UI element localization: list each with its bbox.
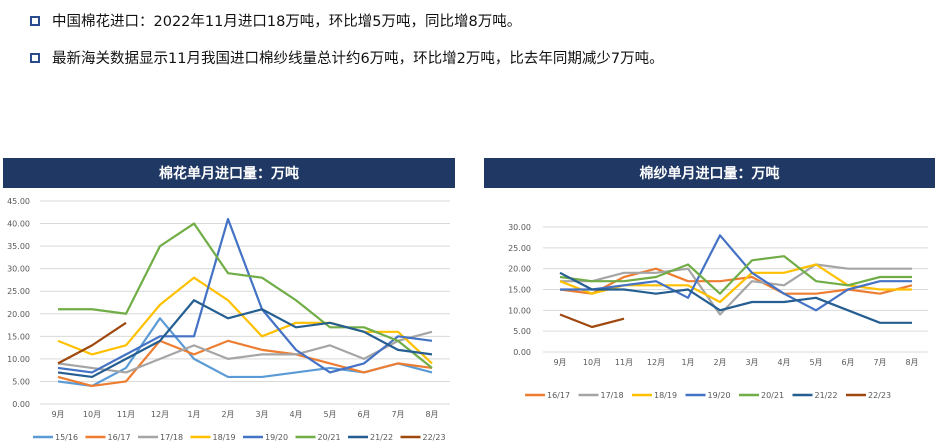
x-tick-label: 3月 <box>255 410 268 419</box>
y-tick-label: 0.00 <box>513 348 531 357</box>
series-line-18-19 <box>57 276 433 365</box>
legend-label: 17/18 <box>601 391 624 400</box>
y-tick-label: 25.00 <box>7 287 30 296</box>
bullet-yarn-import: 最新海关数据显示11月我国进口棉纱线量总计约6万吨，环比增2万吨，比去年同期减少… <box>30 47 664 68</box>
series-line-15-16 <box>57 317 433 388</box>
series-line-16-17 <box>559 267 913 295</box>
x-tick-label: 7月 <box>391 410 404 419</box>
x-tick-label: 3月 <box>745 358 758 367</box>
y-tick-label: 45.00 <box>7 197 30 206</box>
legend-label: 17/18 <box>160 433 183 442</box>
x-tick-label: 4月 <box>289 410 302 419</box>
y-tick-label: 5.00 <box>12 377 30 386</box>
x-tick-label: 10月 <box>583 358 601 367</box>
series-line-20-21 <box>58 222 433 369</box>
bullet-cotton-import: 中国棉花进口：2022年11月进口18万吨，环比增5万吨，同比增8万吨。 <box>30 10 521 31</box>
bullet-text: 中国棉花进口：2022年11月进口18万吨，环比增5万吨，同比增8万吨。 <box>52 14 522 30</box>
x-tick-label: 9月 <box>553 358 566 367</box>
x-tick-label: 8月 <box>905 358 918 367</box>
x-tick-label: 6月 <box>357 410 370 419</box>
x-tick-label: 5月 <box>809 358 822 367</box>
y-tick-label: 30.00 <box>508 223 531 232</box>
y-tick-label: 15.00 <box>508 286 531 295</box>
y-tick-label: 10.00 <box>7 355 30 364</box>
legend-label: 18/19 <box>213 433 236 442</box>
series-line-19-20 <box>57 217 433 374</box>
x-tick-label: 11月 <box>117 410 135 419</box>
y-tick-label: 30.00 <box>7 265 30 274</box>
series-line-18-19 <box>559 263 912 304</box>
x-tick-label: 12月 <box>151 410 169 419</box>
y-tick-label: 35.00 <box>7 242 30 251</box>
legend-label: 19/20 <box>708 391 731 400</box>
bullet-square-icon <box>30 52 40 63</box>
legend-label: 20/21 <box>318 433 341 442</box>
legend-label: 22/23 <box>423 433 446 442</box>
x-tick-label: 10月 <box>83 410 101 419</box>
series-line-22-23 <box>559 313 625 329</box>
legend-label: 21/22 <box>370 433 393 442</box>
x-tick-label: 7月 <box>873 358 886 367</box>
legend-label: 16/17 <box>108 433 131 442</box>
yarn-chart-title: 棉纱单月进口量：万吨 <box>484 158 935 188</box>
x-tick-label: 9月 <box>51 410 64 419</box>
series-line-17-18 <box>560 263 912 316</box>
bullet-text: 最新海关数据显示11月我国进口棉纱线量总计约6万吨，环比增2万吨，比去年同期减少… <box>52 51 664 67</box>
y-tick-label: 20.00 <box>7 310 30 319</box>
y-tick-label: 15.00 <box>7 332 30 341</box>
legend-label: 16/17 <box>547 391 570 400</box>
x-tick-label: 11月 <box>615 358 633 367</box>
y-tick-label: 0.00 <box>12 400 30 409</box>
x-tick-label: 12月 <box>647 358 665 367</box>
x-tick-label: 5月 <box>323 410 336 419</box>
series-line-22-23 <box>57 321 127 365</box>
series-line-21-22 <box>57 299 433 379</box>
y-tick-label: 5.00 <box>513 327 531 336</box>
legend-label: 22/23 <box>868 391 891 400</box>
x-tick-label: 6月 <box>841 358 854 367</box>
series-line-17-18 <box>57 330 433 374</box>
legend-label: 18/19 <box>654 391 677 400</box>
x-tick-label: 2月 <box>221 410 234 419</box>
series-line-16-17 <box>57 339 433 388</box>
legend-label: 21/22 <box>815 391 838 400</box>
legend-label: 20/21 <box>761 391 784 400</box>
series-line-21-22 <box>559 271 912 324</box>
x-tick-label: 1月 <box>187 410 200 419</box>
cotton-chart-title: 棉花单月进口量：万吨 <box>3 158 455 188</box>
legend-label: 15/16 <box>55 433 78 442</box>
series-line-19-20 <box>560 234 912 312</box>
y-tick-label: 20.00 <box>508 265 531 274</box>
y-tick-label: 40.00 <box>7 220 30 229</box>
series-line-20-21 <box>559 255 912 295</box>
x-tick-label: 2月 <box>713 358 726 367</box>
y-tick-label: 10.00 <box>508 306 531 315</box>
y-tick-label: 25.00 <box>508 244 531 253</box>
x-tick-label: 4月 <box>777 358 790 367</box>
x-tick-label: 1月 <box>681 358 694 367</box>
bullet-square-icon <box>30 15 40 26</box>
legend-label: 19/20 <box>265 433 288 442</box>
x-tick-label: 8月 <box>425 410 438 419</box>
